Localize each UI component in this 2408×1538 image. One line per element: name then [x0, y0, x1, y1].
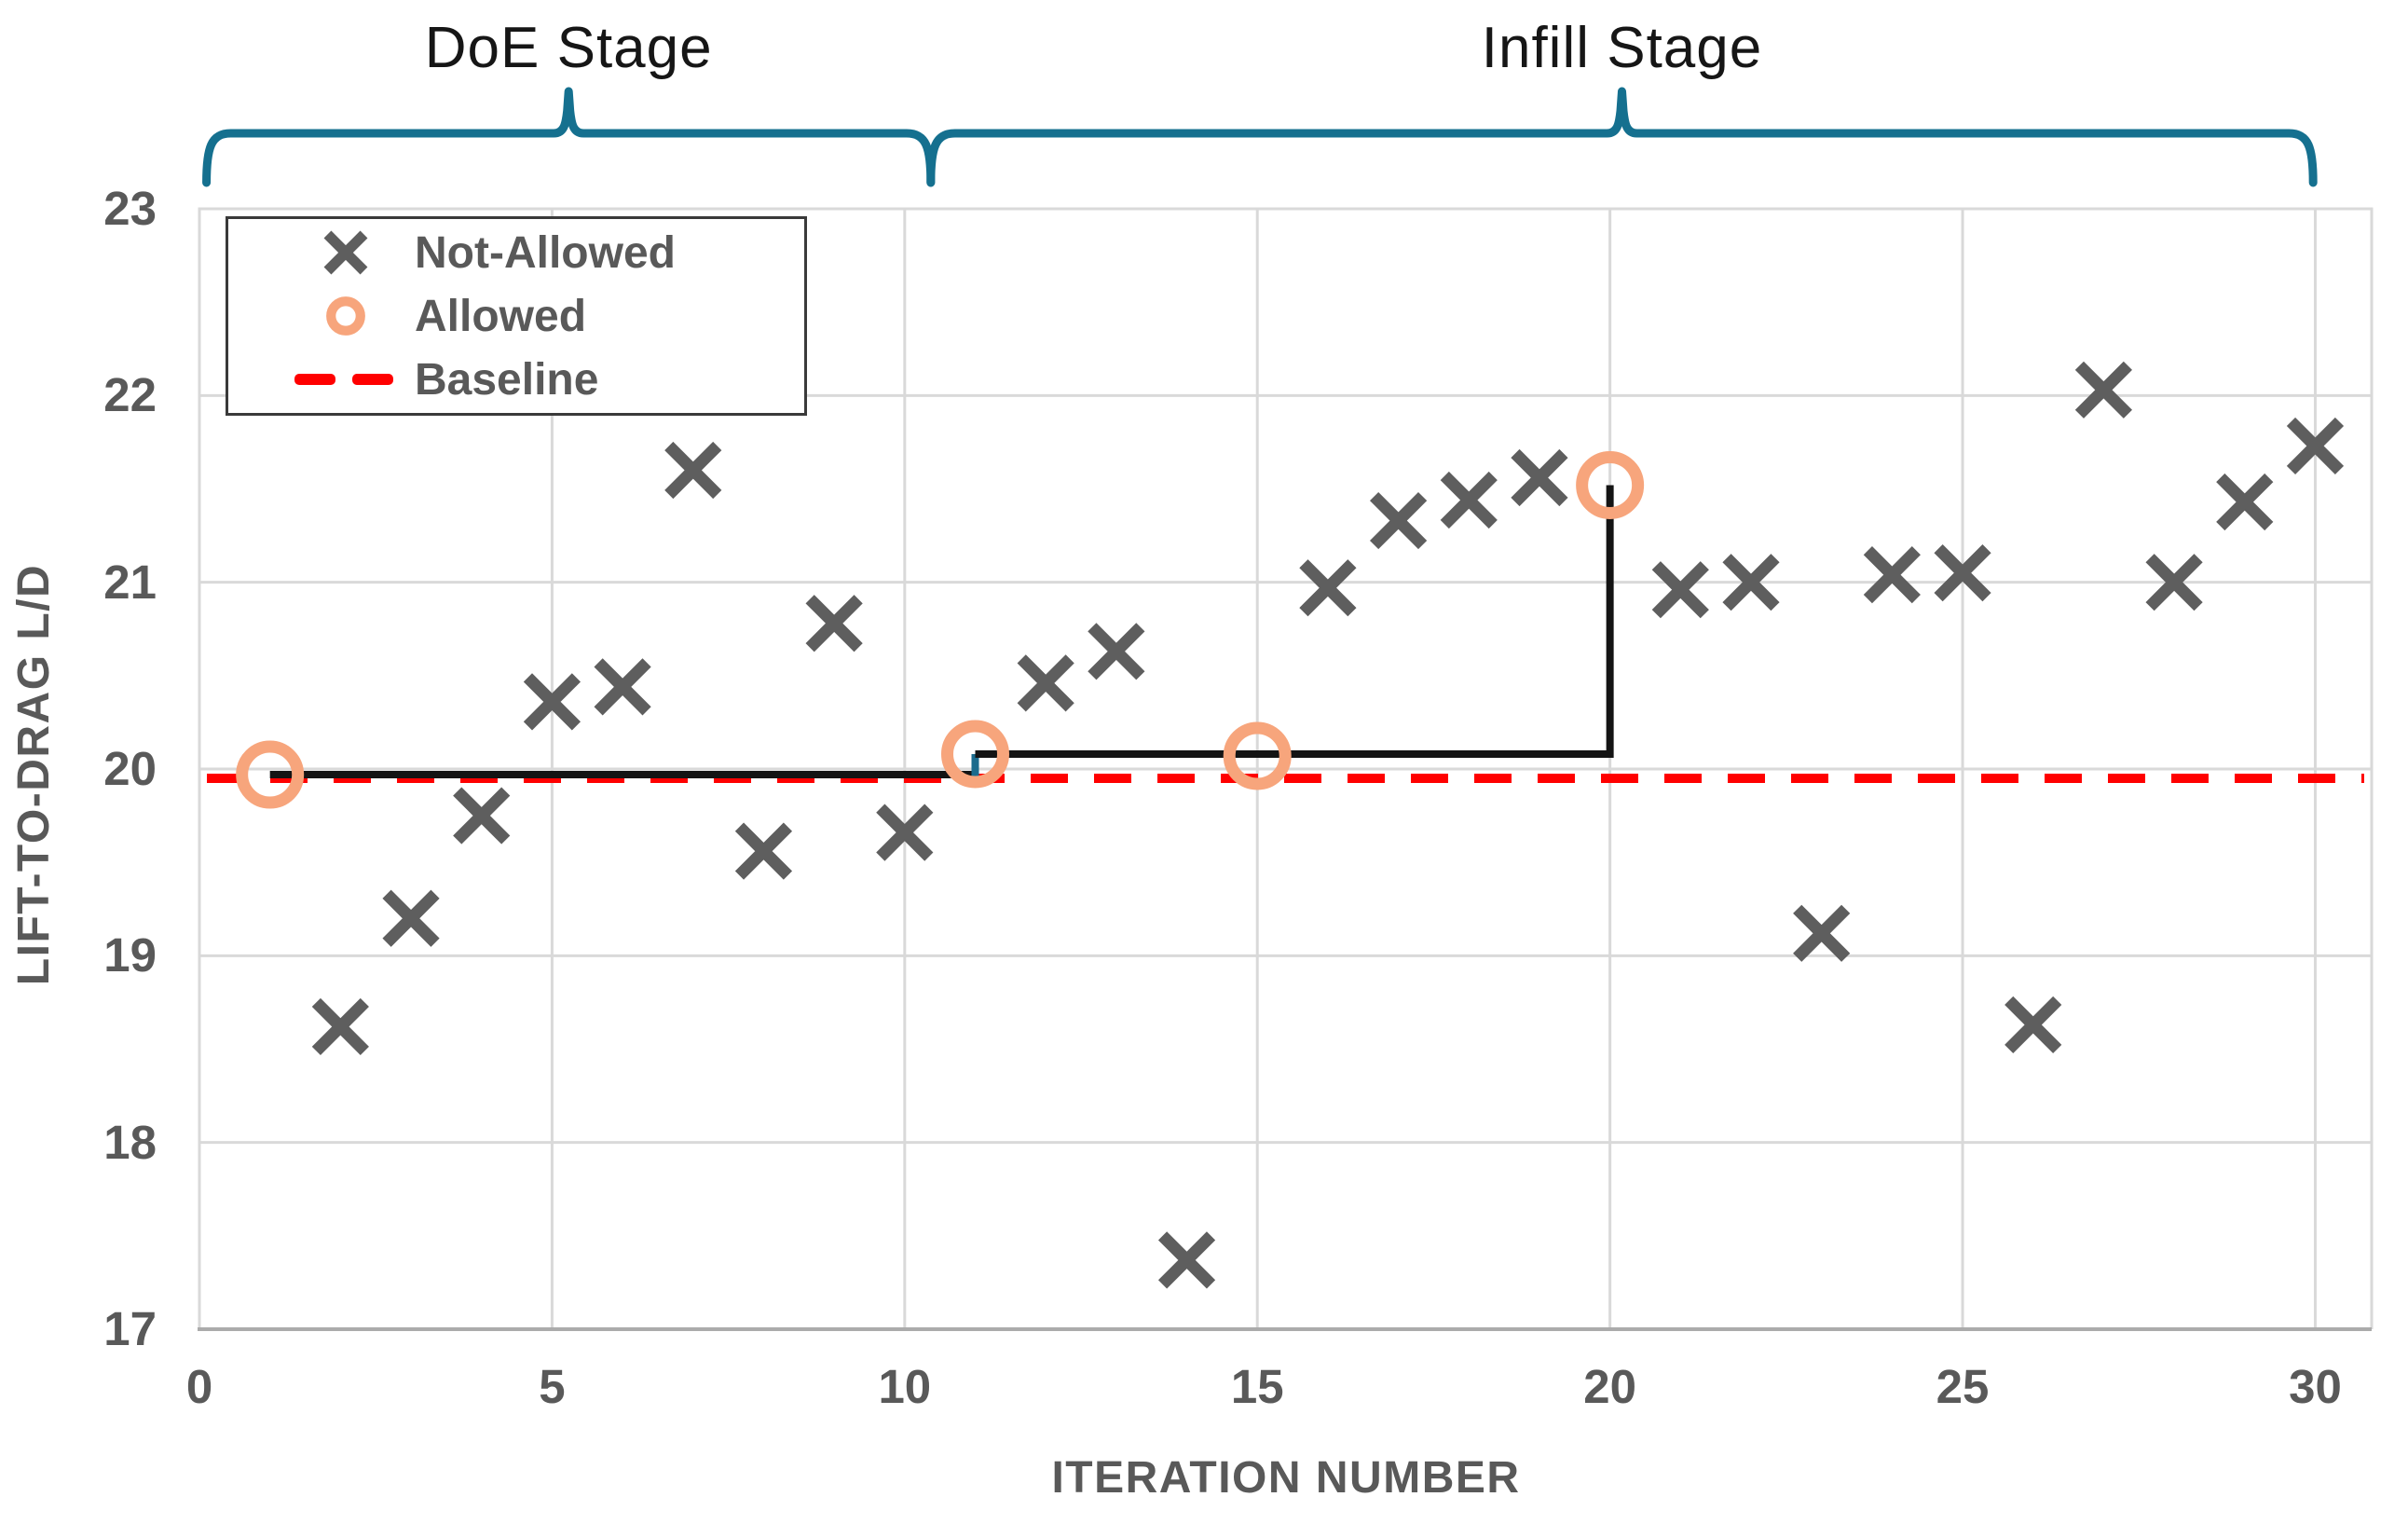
- not-allowed-marker: [2145, 554, 2203, 611]
- legend-label-baseline: Baseline: [415, 354, 599, 405]
- x-tick-label: 20: [1583, 1360, 1636, 1413]
- not-allowed-marker: [2286, 417, 2345, 475]
- stage-brace: [202, 87, 936, 187]
- not-allowed-marker: [1722, 554, 1780, 611]
- not-allowed-marker: [2216, 473, 2274, 531]
- not-allowed-marker: [1511, 448, 1568, 507]
- x-tick-label: 0: [185, 1360, 213, 1413]
- allowed-marker: [941, 720, 1009, 789]
- legend-item-not-allowed: Not-Allowed: [228, 223, 804, 282]
- not-allowed-marker: [1863, 546, 1921, 604]
- best-so-far-line: [975, 485, 1614, 758]
- x-tick-label: 30: [2289, 1360, 2342, 1413]
- not-allowed-marker: [2074, 361, 2133, 419]
- x-axis-title: ITERATION NUMBER: [1051, 1453, 1521, 1503]
- legend-item-baseline: Baseline: [228, 350, 804, 409]
- not-allowed-marker: [1157, 1231, 1216, 1289]
- not-allowed-marker: [382, 889, 440, 947]
- not-allowed-marker: [1088, 623, 1145, 680]
- not-allowed-marker: [1934, 544, 1991, 602]
- y-tick-label: 17: [103, 1302, 157, 1355]
- x-tick-label: 25: [1936, 1360, 1990, 1413]
- not-allowed-marker: [453, 787, 511, 845]
- x-tick-label: 10: [878, 1360, 932, 1413]
- y-tick-label: 21: [103, 555, 157, 609]
- not-allowed-marker: [1299, 559, 1357, 617]
- allowed-marker: [1576, 450, 1645, 519]
- stage-brace: [926, 87, 2318, 187]
- not-allowed-marker: [876, 803, 934, 861]
- y-tick-label: 19: [103, 928, 157, 982]
- dash-marker-icon: [290, 355, 402, 404]
- not-allowed-marker: [1793, 904, 1851, 962]
- allowed-marker: [236, 740, 305, 809]
- circle-marker-icon: [290, 292, 402, 340]
- allowed-marker: [1223, 721, 1292, 790]
- not-allowed-marker: [664, 441, 722, 500]
- y-tick-label: 18: [103, 1115, 157, 1169]
- not-allowed-marker: [805, 595, 863, 652]
- x-marker-icon: [290, 228, 402, 277]
- stage-label: Infill Stage: [1481, 16, 1763, 80]
- legend-item-allowed: Allowed: [228, 286, 804, 346]
- not-allowed-marker: [1651, 561, 1709, 619]
- stage-label: DoE Stage: [424, 16, 713, 80]
- plot-border: [198, 207, 2374, 1329]
- not-allowed-marker: [2004, 996, 2062, 1054]
- not-allowed-marker: [1369, 491, 1428, 550]
- not-allowed-marker: [1440, 471, 1498, 529]
- y-tick-label: 20: [103, 742, 157, 795]
- y-tick-label: 23: [103, 182, 157, 235]
- x-tick-label: 5: [539, 1360, 566, 1413]
- legend: Not-Allowed Allowed Baseline: [226, 216, 807, 416]
- not-allowed-marker: [1017, 654, 1074, 712]
- y-tick-label: 22: [103, 368, 157, 422]
- legend-label-allowed: Allowed: [415, 291, 587, 341]
- not-allowed-marker: [594, 658, 651, 716]
- x-tick-label: 15: [1230, 1360, 1284, 1413]
- not-allowed-marker: [734, 822, 793, 880]
- legend-label-not-allowed: Not-Allowed: [415, 227, 676, 278]
- not-allowed-marker: [523, 673, 581, 731]
- not-allowed-marker: [311, 997, 369, 1056]
